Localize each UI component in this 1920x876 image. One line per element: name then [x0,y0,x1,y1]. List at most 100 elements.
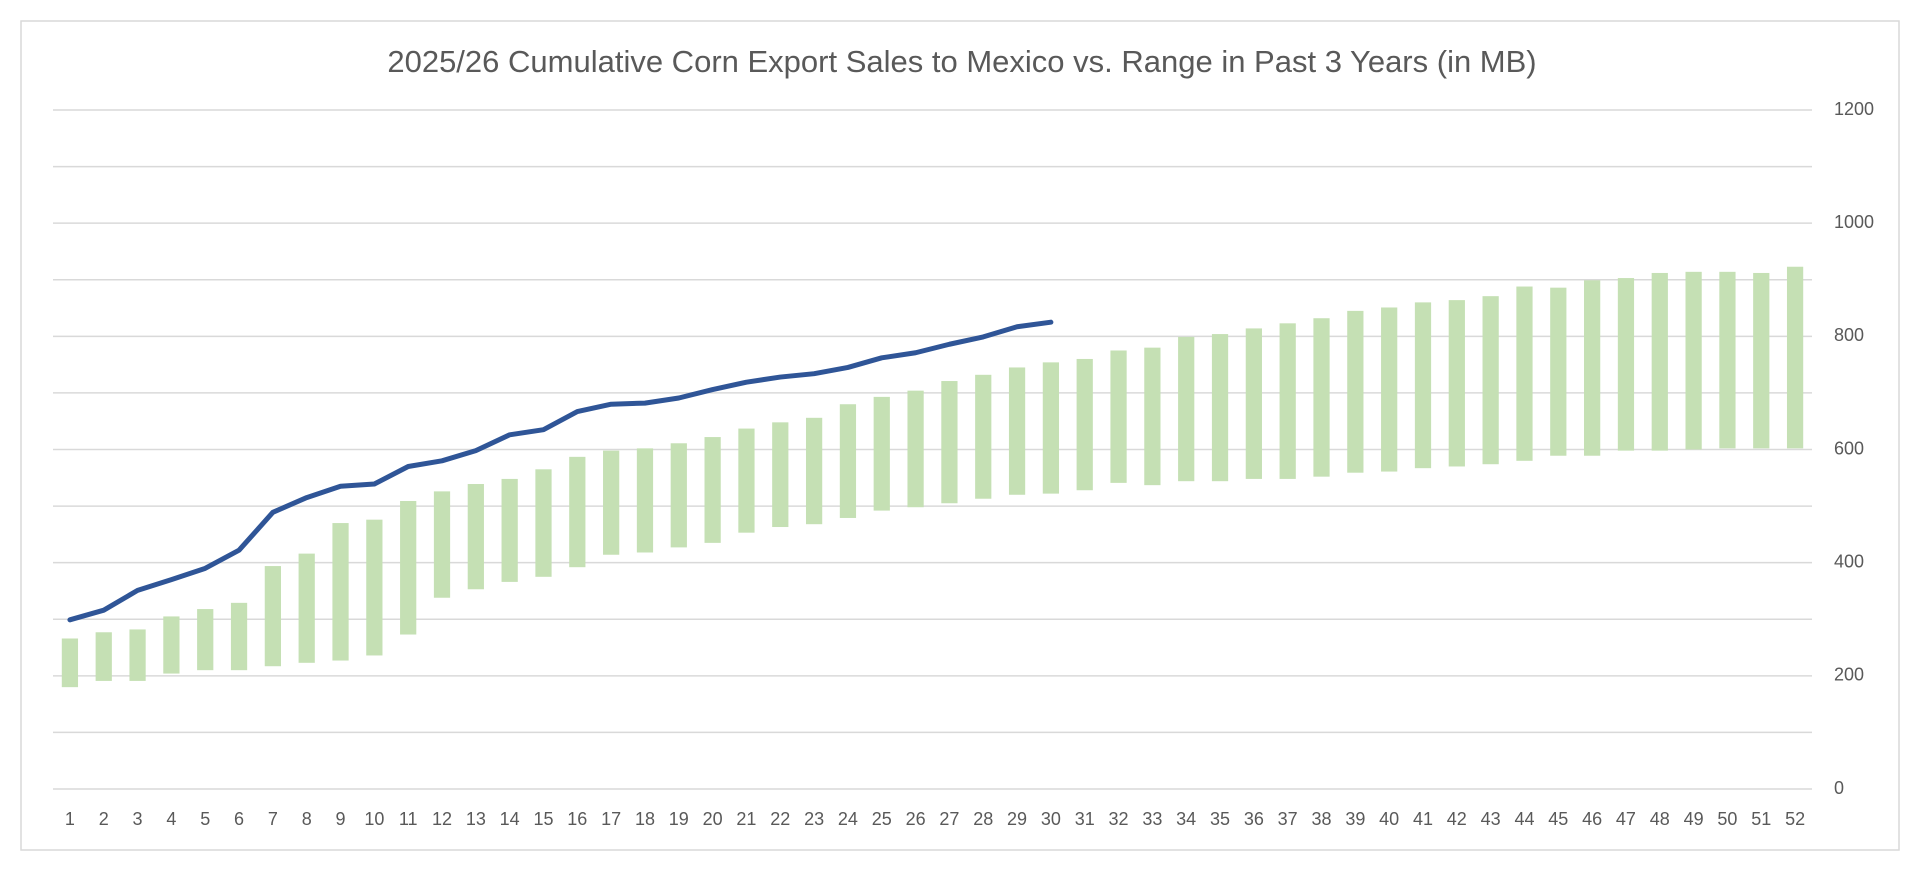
range-bar [1786,266,1804,449]
range-bar [467,484,484,590]
x-tick-label: 18 [635,809,655,829]
range-bar [941,381,958,504]
range-bar [230,602,248,671]
range-bar [873,396,890,511]
range-bar [1651,272,1668,451]
x-tick-label: 1 [65,809,75,829]
range-bar [1448,300,1465,467]
x-tick-label: 8 [302,809,312,829]
x-tick-label: 31 [1075,809,1095,829]
range-bar [1042,362,1060,494]
y-tick-label: 800 [1834,325,1864,345]
range-bar [1245,328,1262,479]
x-tick-label: 21 [736,809,756,829]
x-tick-label: 7 [268,809,278,829]
range-bar [1753,272,1770,449]
x-tick-label: 28 [973,809,993,829]
range-bar [603,450,620,555]
range-bar [1347,310,1364,473]
x-tick-label: 37 [1278,809,1298,829]
range-bar [1550,287,1567,456]
x-tick-label: 44 [1514,809,1534,829]
range-bar [704,437,721,543]
range-bar [907,390,924,508]
range-bar [1685,271,1702,450]
range-bar [569,456,586,568]
chart-title: 2025/26 Cumulative Corn Export Sales to … [387,44,1536,79]
y-tick-label: 200 [1834,665,1864,685]
x-tick-label: 40 [1379,809,1399,829]
range-bar [772,422,789,528]
range-bar [95,632,112,681]
range-bar [1076,358,1093,491]
range-bar [400,500,417,635]
range-bar [839,404,857,518]
range-bar [1313,318,1330,477]
x-tick-label: 9 [336,809,346,829]
range-bar [1211,334,1229,482]
x-tick-label: 20 [703,809,723,829]
range-bar [1381,307,1398,472]
range-bar [1719,271,1736,449]
range-bar [636,448,654,553]
range-bar [738,428,755,533]
range-bar [433,491,451,598]
range-bar [535,469,552,577]
x-tick-label: 41 [1413,809,1433,829]
x-tick-label: 29 [1007,809,1027,829]
x-tick-label: 39 [1345,809,1365,829]
x-tick-label: 16 [567,809,587,829]
range-bar [1617,278,1635,451]
x-tick-label: 13 [466,809,486,829]
x-tick-label: 26 [906,809,926,829]
x-tick-label: 30 [1041,809,1061,829]
x-tick-label: 15 [533,809,553,829]
range-bar [1482,296,1499,465]
range-bar [1144,347,1161,486]
range-bar [1584,280,1601,456]
y-tick-label: 600 [1834,438,1864,458]
range-bar [163,616,180,674]
x-tick-label: 33 [1142,809,1162,829]
x-tick-label: 43 [1481,809,1501,829]
x-tick-label: 36 [1244,809,1264,829]
x-tick-label: 19 [669,809,689,829]
chart-frame [20,20,1900,851]
range-bar [61,638,79,688]
range-bar [366,519,383,656]
x-tick-label: 49 [1684,809,1704,829]
x-tick-label: 22 [770,809,790,829]
x-tick-label: 3 [133,809,143,829]
range-bar [501,478,518,582]
range-bar [1414,302,1432,469]
line-series [67,319,1054,623]
x-tick-label: 51 [1751,809,1771,829]
range-bar [1516,286,1533,461]
x-tick-label: 2 [99,809,109,829]
range-bar [1178,336,1195,482]
x-tick-label: 10 [364,809,384,829]
x-tick-label: 24 [838,809,858,829]
range-bar [975,374,992,499]
x-tick-label: 12 [432,809,452,829]
x-tick-label: 25 [872,809,892,829]
x-tick-label: 5 [200,809,210,829]
range-bar [1008,367,1026,495]
x-tick-label: 38 [1311,809,1331,829]
y-tick-label: 400 [1834,551,1864,571]
x-tick-label: 34 [1176,809,1196,829]
y-tick-label: 1200 [1834,99,1874,119]
x-tick-label: 17 [601,809,621,829]
x-tick-label: 42 [1447,809,1467,829]
range-bar [805,417,823,525]
range-bar [197,609,214,671]
x-tick-label: 50 [1717,809,1737,829]
range-bar [129,629,146,681]
y-tick-label: 1000 [1834,212,1874,232]
x-tick-label: 14 [500,809,520,829]
x-tick-label: 32 [1109,809,1129,829]
range-bar [264,566,281,667]
range-bar [1279,323,1296,479]
range-bar [670,443,687,548]
